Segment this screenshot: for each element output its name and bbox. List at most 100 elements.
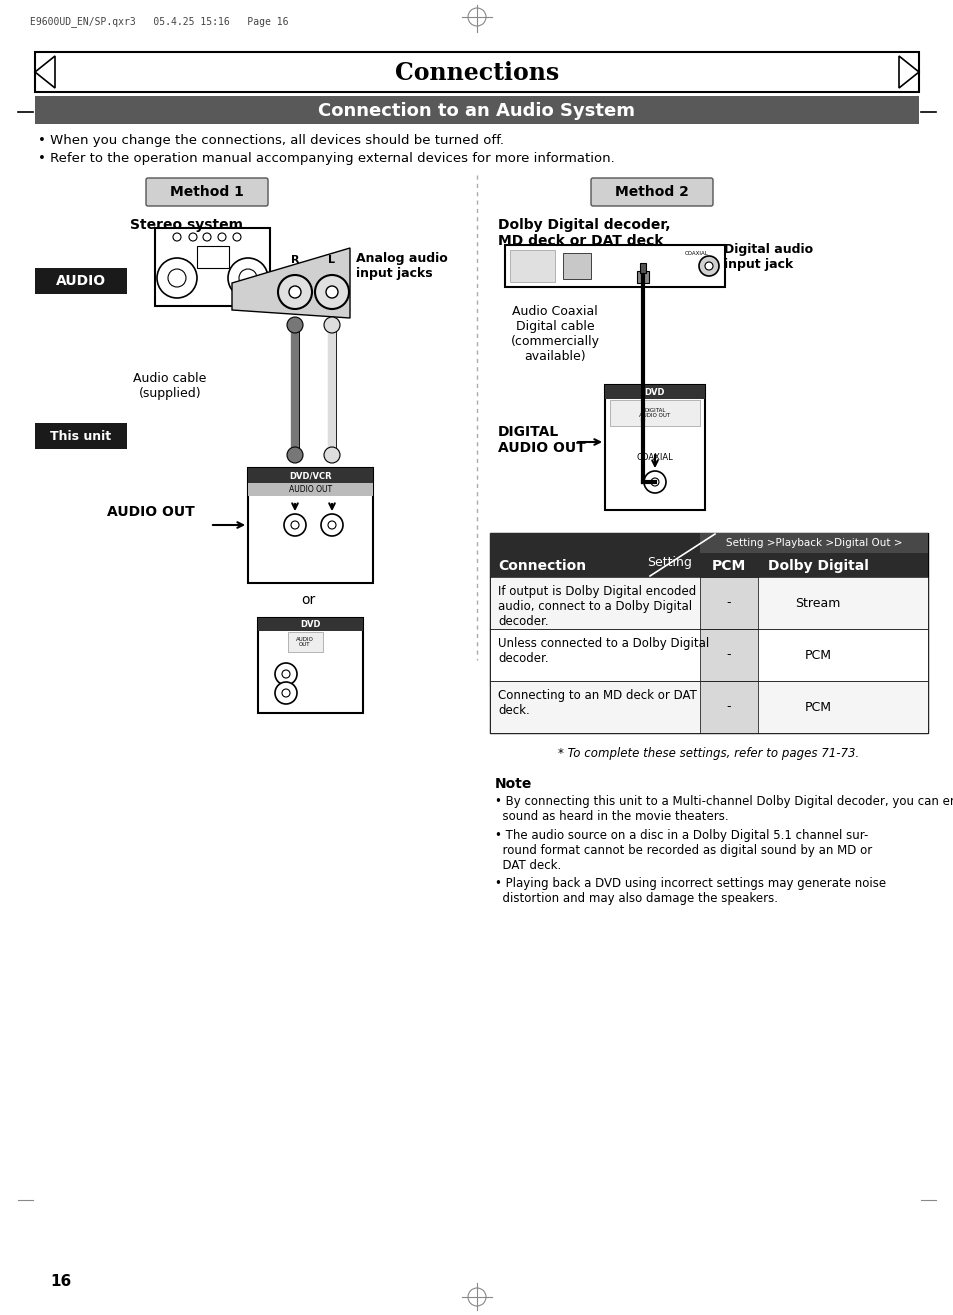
Text: Connection to an Audio System: Connection to an Audio System (318, 103, 635, 120)
Circle shape (320, 514, 343, 537)
Text: PCM: PCM (711, 559, 745, 573)
Text: Note: Note (495, 777, 532, 792)
Circle shape (324, 447, 339, 463)
Text: Connecting to an MD deck or DAT
deck.: Connecting to an MD deck or DAT deck. (497, 689, 696, 717)
Bar (604, 385, 704, 398)
Text: -: - (726, 701, 731, 714)
Text: -: - (726, 597, 731, 609)
Bar (35, 53, 918, 92)
Bar (700, 577, 758, 629)
Text: • Refer to the operation manual accompanying external devices for more informati: • Refer to the operation manual accompan… (38, 153, 614, 164)
Circle shape (699, 256, 719, 276)
Bar (257, 618, 363, 713)
Bar (639, 263, 645, 274)
Text: 16: 16 (50, 1274, 71, 1290)
Text: Connections: Connections (395, 60, 558, 85)
Bar (490, 533, 927, 577)
Bar (248, 468, 373, 483)
Text: Digital audio
input jack: Digital audio input jack (723, 243, 812, 271)
Circle shape (289, 285, 301, 299)
Circle shape (284, 514, 306, 537)
Text: • By connecting this unit to a Multi-channel Dolby Digital decoder, you can enjo: • By connecting this unit to a Multi-cha… (495, 796, 953, 823)
Circle shape (650, 477, 659, 487)
Text: This unit: This unit (51, 430, 112, 443)
Circle shape (274, 663, 296, 685)
Circle shape (291, 521, 298, 529)
Text: COAXIAL: COAXIAL (636, 452, 673, 462)
Circle shape (314, 275, 349, 309)
Bar (248, 468, 373, 583)
Polygon shape (898, 57, 918, 88)
Text: Analog audio
input jacks: Analog audio input jacks (355, 252, 447, 280)
Bar (700, 681, 758, 732)
Text: Method 1: Method 1 (170, 185, 244, 199)
Bar (490, 629, 927, 681)
Circle shape (228, 258, 268, 299)
Text: Stereo system: Stereo system (130, 218, 243, 231)
Text: DIGITAL
AUDIO OUT: DIGITAL AUDIO OUT (497, 425, 585, 455)
Text: PCM: PCM (803, 648, 831, 661)
Bar (637, 271, 648, 283)
Text: Audio cable
(supplied): Audio cable (supplied) (133, 372, 207, 400)
Text: AUDIO
OUT: AUDIO OUT (295, 636, 314, 647)
Text: Stream: Stream (795, 597, 840, 609)
Circle shape (324, 317, 339, 333)
Bar (700, 533, 927, 554)
Text: • When you change the connections, all devices should be turned off.: • When you change the connections, all d… (38, 134, 503, 147)
Text: Setting >Playback >Digital Out >: Setting >Playback >Digital Out > (725, 538, 902, 548)
Bar (562, 252, 590, 279)
Text: * To complete these settings, refer to pages 71-73.: * To complete these settings, refer to p… (558, 747, 859, 760)
Polygon shape (232, 249, 350, 318)
Circle shape (704, 262, 712, 270)
Bar (490, 555, 927, 577)
Text: AUDIO OUT: AUDIO OUT (107, 505, 194, 519)
Text: Audio Coaxial
Digital cable
(commercially
available): Audio Coaxial Digital cable (commerciall… (510, 305, 598, 363)
Bar (257, 618, 363, 631)
Circle shape (172, 233, 181, 241)
Text: Setting: Setting (646, 556, 691, 569)
Text: Dolby Digital decoder,
MD deck or DAT deck: Dolby Digital decoder, MD deck or DAT de… (497, 218, 670, 249)
Text: Unless connected to a Dolby Digital
decoder.: Unless connected to a Dolby Digital deco… (497, 636, 708, 665)
Circle shape (643, 471, 665, 493)
Bar (154, 227, 270, 306)
Text: PCM: PCM (803, 701, 831, 714)
Text: Connection: Connection (497, 559, 585, 573)
FancyBboxPatch shape (590, 178, 712, 206)
Bar (288, 633, 323, 652)
Bar (35, 96, 918, 124)
Circle shape (239, 270, 256, 287)
Text: R: R (291, 255, 299, 266)
Text: L: L (328, 255, 335, 266)
Bar (510, 250, 555, 281)
Circle shape (328, 521, 335, 529)
Text: DVD: DVD (644, 388, 664, 397)
Circle shape (203, 233, 211, 241)
Text: COAXIAL: COAXIAL (684, 251, 708, 256)
Bar (609, 400, 700, 426)
Text: or: or (300, 593, 314, 608)
Circle shape (233, 233, 241, 241)
Circle shape (287, 447, 303, 463)
Bar (700, 629, 758, 681)
Circle shape (168, 270, 186, 287)
Bar (504, 245, 724, 287)
Text: • Playing back a DVD using incorrect settings may generate noise
  distortion an: • Playing back a DVD using incorrect set… (495, 877, 885, 905)
Circle shape (282, 689, 290, 697)
Text: DVD: DVD (300, 619, 320, 629)
Circle shape (287, 317, 303, 333)
Circle shape (277, 275, 312, 309)
Circle shape (282, 671, 290, 679)
Bar (35, 268, 127, 295)
Text: If output is Dolby Digital encoded
audio, connect to a Dolby Digital
decoder.: If output is Dolby Digital encoded audio… (497, 585, 696, 629)
Bar (248, 483, 373, 496)
Text: Dolby Digital: Dolby Digital (767, 559, 867, 573)
Circle shape (274, 682, 296, 704)
Bar (490, 681, 927, 732)
Text: AUDIO: AUDIO (56, 274, 106, 288)
Circle shape (218, 233, 226, 241)
Text: • The audio source on a disc in a Dolby Digital 5.1 channel sur-
  round format : • The audio source on a disc in a Dolby … (495, 828, 871, 872)
Circle shape (157, 258, 196, 299)
Bar (35, 423, 127, 448)
Text: AUDIO OUT: AUDIO OUT (289, 485, 332, 494)
Text: DVD/VCR: DVD/VCR (289, 471, 332, 480)
